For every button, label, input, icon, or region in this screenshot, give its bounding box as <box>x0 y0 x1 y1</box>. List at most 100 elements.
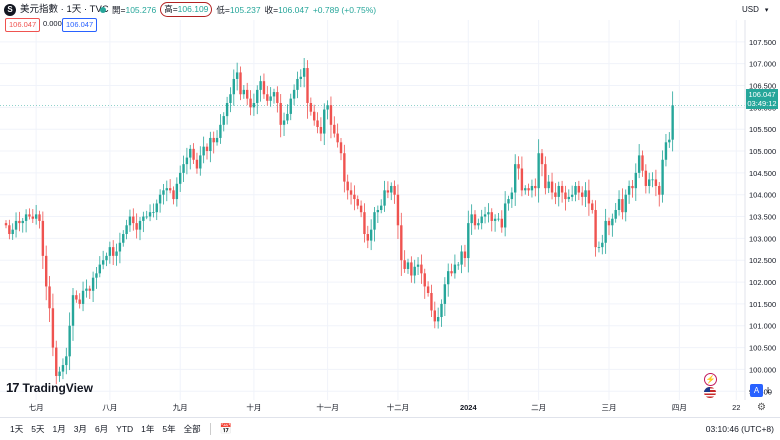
tradingview-logo[interactable]: 17 TradingView <box>6 380 93 395</box>
log-scale-button[interactable]: L <box>767 386 772 395</box>
candle <box>530 185 534 191</box>
candle <box>648 179 651 186</box>
auto-scale-button[interactable]: A <box>750 384 763 397</box>
candle <box>637 155 641 173</box>
candle <box>550 181 554 193</box>
candle <box>28 214 31 217</box>
high-value: 106.109 <box>177 4 209 14</box>
candle <box>487 212 490 215</box>
candle <box>369 229 373 241</box>
candle <box>534 185 537 189</box>
candle <box>440 303 443 318</box>
candle <box>75 295 78 300</box>
candle <box>55 347 58 376</box>
y-tick-label: 103.500 <box>749 213 776 222</box>
y-tick-label: 104.000 <box>749 191 776 200</box>
candle <box>668 139 671 143</box>
candle <box>611 218 614 226</box>
candle <box>359 205 363 213</box>
candle <box>266 94 269 101</box>
last-price-value: 106.047 <box>748 90 776 99</box>
x-tick-label: 十月 <box>246 402 261 412</box>
candle <box>165 188 168 191</box>
candle <box>276 92 279 103</box>
candle <box>91 277 95 291</box>
candle <box>81 290 85 304</box>
candle <box>118 242 122 252</box>
gear-icon[interactable]: ⚙ <box>757 402 766 413</box>
toolbar-divider <box>209 423 211 435</box>
symbol-title[interactable]: 美元指數 · 1天 · TVC <box>20 4 109 15</box>
candle <box>31 216 34 219</box>
range-3m-button[interactable]: 3月 <box>73 424 87 434</box>
candle <box>138 220 142 230</box>
spread-value: 0.000 <box>43 19 62 28</box>
candle <box>302 68 306 77</box>
candle <box>413 266 416 276</box>
candle <box>269 96 272 101</box>
x-tick-label: 十一月 <box>316 402 339 412</box>
range-1d-button[interactable]: 1天 <box>10 424 24 434</box>
close-label: 收= <box>264 5 279 15</box>
candle <box>145 216 148 218</box>
price-chart[interactable]: 107.500107.000106.500106.000105.500105.0… <box>0 0 780 417</box>
candle <box>319 127 323 134</box>
candle <box>621 199 624 213</box>
candle <box>299 76 302 79</box>
candle <box>158 194 162 204</box>
us-flag-icon[interactable] <box>704 387 716 398</box>
candle <box>333 124 336 134</box>
y-tick-label: 101.000 <box>749 322 776 331</box>
candle <box>390 185 393 193</box>
candle <box>343 153 346 182</box>
candle <box>41 220 45 256</box>
bar-countdown: 03:49:12 <box>747 99 777 108</box>
last-price-label: 106.047 03:49:12 <box>746 89 778 109</box>
candle <box>192 148 195 160</box>
x-tick-label: 九月 <box>173 403 188 412</box>
candle <box>577 185 581 193</box>
y-tick-label: 102.500 <box>749 256 776 265</box>
candle <box>212 137 215 143</box>
range-all-button[interactable]: 全部 <box>183 424 201 434</box>
candle <box>514 164 517 193</box>
candle <box>373 212 376 230</box>
candle <box>249 98 252 108</box>
candle <box>363 212 366 235</box>
date-range-selector: 1天 5天 1月 3月 6月 YTD 1年 5年 全部 📅 <box>6 418 236 440</box>
low-value: 105.237 <box>229 5 261 15</box>
calendar-goto-icon[interactable]: 📅 <box>219 423 233 435</box>
flash-icon[interactable]: ⚡ <box>704 373 717 386</box>
currency-select[interactable]: USD ▾ <box>742 3 776 18</box>
candle <box>235 72 239 79</box>
range-6m-button[interactable]: 6月 <box>94 424 109 434</box>
range-5y-button[interactable]: 5年 <box>162 424 176 434</box>
clock-timezone[interactable]: 03:10:46 (UTC+8) <box>705 424 774 434</box>
candle <box>306 68 309 103</box>
candle <box>601 242 604 248</box>
candle <box>604 220 607 243</box>
range-1y-button[interactable]: 1年 <box>141 424 155 434</box>
candle <box>584 190 587 197</box>
x-tick-label: 十二月 <box>387 402 410 412</box>
sell-price-button[interactable]: 106.047 <box>5 18 41 32</box>
candle <box>644 170 648 186</box>
candle <box>436 317 440 322</box>
tradingview-mark-icon: 17 <box>6 380 20 395</box>
range-ytd-button[interactable]: YTD <box>116 424 134 434</box>
bottom-toolbar: 1天 5天 1月 3月 6月 YTD 1年 5年 全部 📅 03:10:46 (… <box>0 417 780 440</box>
candle <box>457 264 460 266</box>
candle <box>292 89 296 99</box>
candle <box>98 264 101 274</box>
range-5d-button[interactable]: 5天 <box>31 424 45 434</box>
buy-price-button[interactable]: 106.047 <box>62 18 98 32</box>
candle <box>115 251 118 256</box>
open-label: 開= <box>112 5 126 15</box>
candle <box>142 216 145 221</box>
candle <box>591 203 594 210</box>
range-1m-button[interactable]: 1月 <box>52 424 66 434</box>
candle <box>51 308 55 348</box>
high-highlight: 高=106.109 <box>160 2 213 17</box>
candle <box>661 159 664 195</box>
candle <box>279 102 282 125</box>
